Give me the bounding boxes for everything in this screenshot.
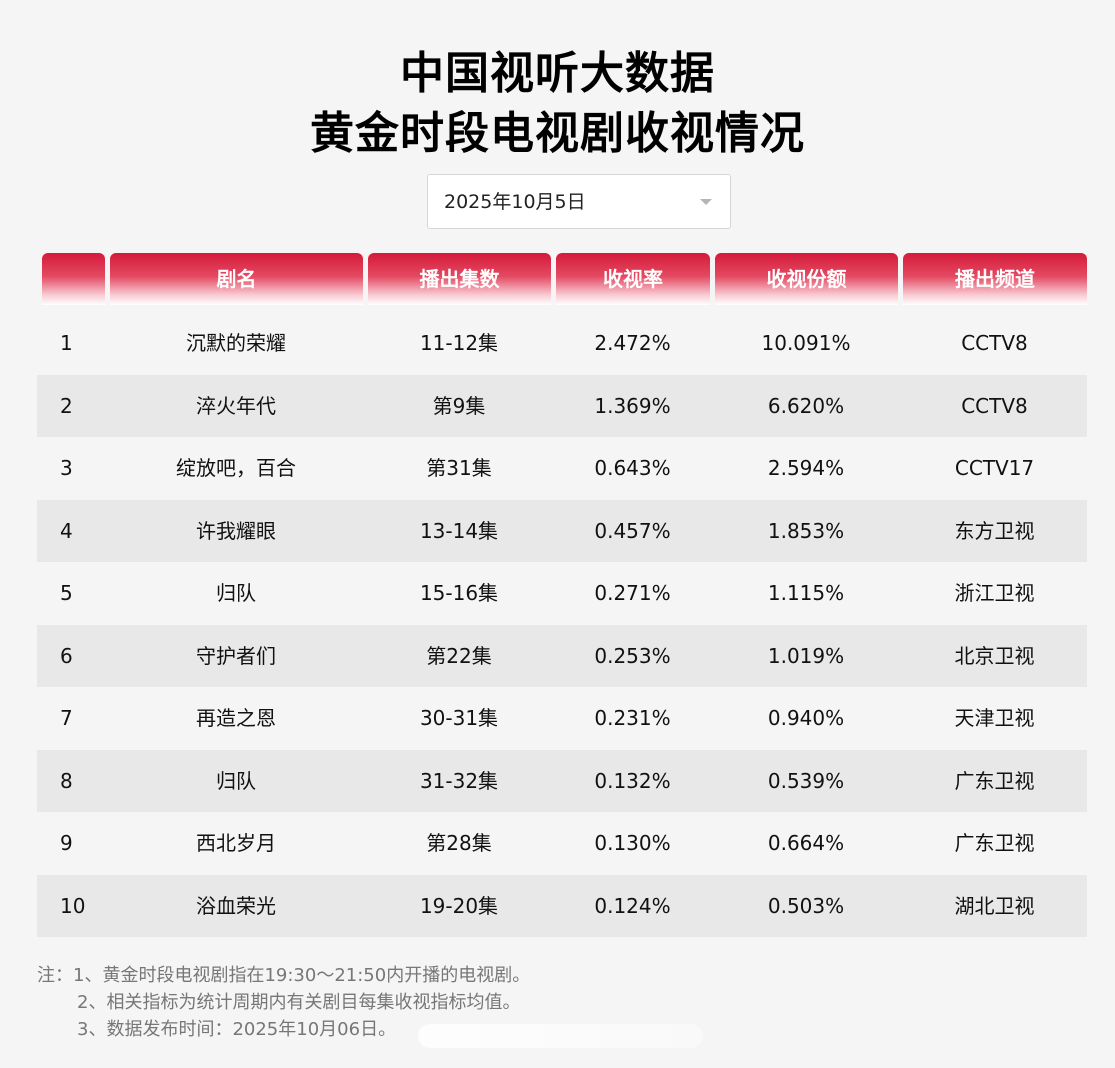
rank-value: 1 — [60, 331, 73, 355]
channel-cell: 东方卫视 — [954, 518, 1035, 543]
channel-cell: 广东卫视 — [954, 831, 1035, 855]
drama-name-cell: 浴血荣光 — [196, 893, 276, 918]
channel-cell: 北京卫视 — [954, 643, 1035, 668]
rating-cell: 0.231% — [594, 706, 671, 730]
drama-name-cell: 守护者们 — [196, 643, 276, 668]
channel-cell: 广东卫视 — [954, 768, 1035, 793]
rating-cell: 0.130% — [594, 831, 671, 855]
drama-name-cell: 沉默的荣耀 — [186, 331, 286, 355]
rating-cell: 0.271% — [594, 581, 671, 605]
column-header-rank — [42, 253, 105, 305]
rank-cell: 2 — [37, 375, 107, 438]
rank-value: 7 — [60, 706, 73, 730]
rank-value: 4 — [60, 518, 73, 543]
table-row: 5 归队 15-16集 0.271% 1.115% 浙江卫视 — [37, 562, 1087, 625]
chevron-down-icon — [700, 199, 712, 205]
rating-cell: 2.472% — [594, 331, 671, 355]
rank-value: 9 — [60, 831, 73, 855]
column-header-share: 收视份额 — [715, 253, 898, 305]
table-header-row: 剧名 播出集数 收视率 收视份额 播出频道 — [37, 253, 1087, 305]
episodes-cell: 11-12集 — [419, 331, 499, 355]
channel-cell: CCTV17 — [954, 456, 1035, 480]
channel-cell: 湖北卫视 — [954, 893, 1035, 918]
rank-cell: 3 — [37, 437, 107, 500]
rank-cell: 7 — [37, 687, 107, 750]
episodes-cell: 第22集 — [426, 643, 492, 668]
footnote-1: 注：1、黄金时段电视剧指在19:30～21:50内开播的电视剧。 — [37, 965, 531, 986]
share-cell: 0.940% — [767, 706, 845, 730]
drama-name-cell: 许我耀眼 — [196, 518, 276, 543]
share-cell: 10.091% — [761, 331, 851, 355]
page-title: 中国视听大数据 — [400, 48, 715, 99]
table-row: 7 再造之恩 30-31集 0.231% 0.940% 天津卫视 — [37, 687, 1087, 750]
rank-value: 6 — [60, 643, 73, 668]
channel-cell: 浙江卫视 — [954, 581, 1035, 605]
rank-cell: 5 — [37, 562, 107, 625]
rank-cell: 1 — [37, 312, 107, 375]
channel-cell: CCTV8 — [961, 331, 1028, 355]
drama-name-cell: 淬火年代 — [196, 393, 276, 418]
rank-value: 10 — [60, 893, 86, 918]
rank-cell: 4 — [37, 500, 107, 563]
rank-cell: 9 — [37, 812, 107, 875]
share-cell: 1.115% — [767, 581, 845, 605]
rank-value: 3 — [60, 456, 73, 480]
episodes-cell: 第9集 — [432, 393, 486, 418]
table-row: 4 许我耀眼 13-14集 0.457% 1.853% 东方卫视 — [37, 499, 1087, 563]
footnote-2: 2、相关指标为统计周期内有关剧目每集收视指标均值。 — [77, 992, 521, 1013]
episodes-cell: 15-16集 — [419, 581, 499, 605]
channel-cell: CCTV8 — [961, 393, 1028, 418]
share-cell: 0.539% — [767, 768, 845, 793]
date-select[interactable]: 2025年10月5日 — [427, 174, 731, 229]
channel-cell: 天津卫视 — [954, 706, 1035, 730]
drama-name-cell: 绽放吧，百合 — [176, 456, 296, 480]
column-header-name: 剧名 — [110, 253, 363, 305]
column-header-episodes: 播出集数 — [368, 253, 551, 305]
episodes-cell: 30-31集 — [419, 706, 499, 730]
watermark-blur — [418, 1024, 703, 1048]
ratings-table: 剧名 播出集数 收视率 收视份额 播出频道 1 沉默的荣耀 11-12集 2.4… — [37, 253, 1087, 937]
drama-name-cell: 归队 — [216, 581, 256, 605]
rank-cell: 8 — [37, 750, 107, 813]
date-select-value: 2025年10月5日 — [444, 191, 586, 213]
episodes-cell: 13-14集 — [419, 518, 499, 543]
table-row: 1 沉默的荣耀 11-12集 2.472% 10.091% CCTV8 — [37, 312, 1087, 375]
rating-cell: 0.643% — [594, 456, 671, 480]
episodes-cell: 第28集 — [426, 831, 492, 855]
drama-name-cell: 再造之恩 — [196, 706, 276, 730]
rank-value: 2 — [60, 393, 73, 418]
page-subtitle: 黄金时段电视剧收视情况 — [310, 108, 805, 159]
rating-cell: 0.124% — [594, 893, 671, 918]
rating-cell: 0.132% — [594, 768, 671, 793]
column-header-channel: 播出频道 — [903, 253, 1087, 305]
episodes-cell: 19-20集 — [419, 893, 499, 918]
rating-cell: 0.253% — [594, 643, 671, 668]
table-row: 6 守护者们 第22集 0.253% 1.019% 北京卫视 — [37, 624, 1087, 688]
table-row: 3 绽放吧，百合 第31集 0.643% 2.594% CCTV17 — [37, 437, 1087, 500]
column-header-rating: 收视率 — [556, 253, 710, 305]
drama-name-cell: 归队 — [216, 768, 256, 793]
share-cell: 0.503% — [767, 893, 845, 918]
share-cell: 0.664% — [767, 831, 845, 855]
table-row: 8 归队 31-32集 0.132% 0.539% 广东卫视 — [37, 749, 1087, 813]
share-cell: 2.594% — [767, 456, 845, 480]
table-row: 2 淬火年代 第9集 1.369% 6.620% CCTV8 — [37, 374, 1087, 438]
rank-cell: 6 — [37, 625, 107, 688]
table-row: 10 浴血荣光 19-20集 0.124% 0.503% 湖北卫视 — [37, 874, 1087, 938]
rank-value: 5 — [60, 581, 73, 605]
rank-cell: 10 — [37, 875, 107, 938]
drama-name-cell: 西北岁月 — [196, 831, 276, 855]
footnotes: 注：1、黄金时段电视剧指在19:30～21:50内开播的电视剧。 2、相关指标为… — [37, 962, 530, 1043]
share-cell: 1.019% — [767, 643, 845, 668]
table-body: 1 沉默的荣耀 11-12集 2.472% 10.091% CCTV8 2 淬火… — [37, 312, 1087, 937]
table-row: 9 西北岁月 第28集 0.130% 0.664% 广东卫视 — [37, 812, 1087, 875]
share-cell: 6.620% — [767, 393, 845, 418]
episodes-cell: 31-32集 — [419, 768, 499, 793]
rating-cell: 1.369% — [594, 393, 671, 418]
footnote-3: 3、数据发布时间：2025年10月06日。 — [77, 1019, 397, 1040]
share-cell: 1.853% — [767, 518, 845, 543]
rating-cell: 0.457% — [594, 518, 671, 543]
rank-value: 8 — [60, 768, 73, 793]
episodes-cell: 第31集 — [426, 456, 492, 480]
